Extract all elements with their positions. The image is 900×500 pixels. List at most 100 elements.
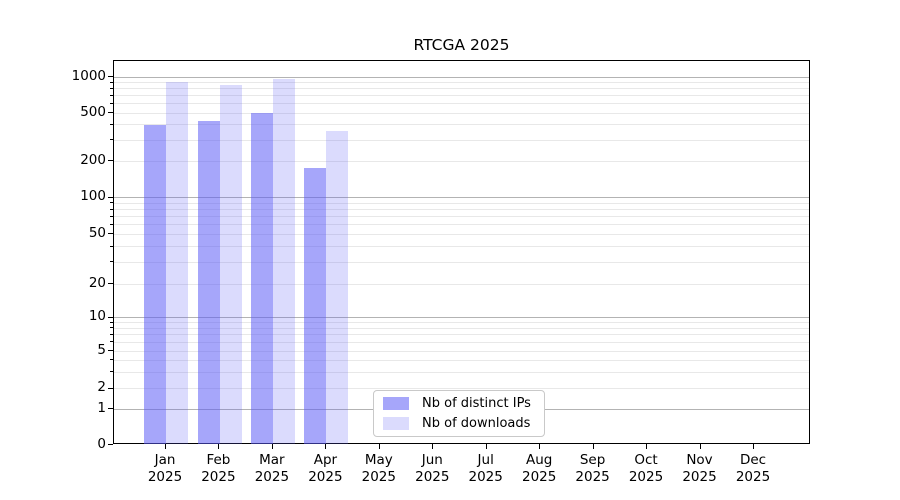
y-axis-tick-0 (108, 444, 113, 445)
x-axis-tick-feb (218, 444, 220, 449)
gridline-minor-200 (114, 160, 809, 162)
bar-downloads-apr (326, 131, 349, 444)
y-axis-tick-100 (108, 196, 113, 198)
legend: Nb of distinct IPs Nb of downloads (373, 390, 545, 437)
y-axis-minor-tick-800 (110, 87, 113, 89)
y-axis-tick-label-20: 20 (88, 274, 106, 291)
x-axis-tick-mar (271, 444, 273, 449)
y-axis-tick-1 (108, 408, 113, 410)
legend-swatch-downloads (383, 417, 409, 430)
chart-title: RTCGA 2025 (413, 36, 510, 54)
y-axis-minor-tick-30 (110, 261, 113, 263)
y-axis-tick-1000 (108, 76, 113, 77)
x-axis-tick-jul (485, 444, 487, 449)
legend-item-distinct-ips: Nb of distinct IPs (383, 396, 544, 411)
y-axis-tick-200 (108, 160, 113, 162)
gridline-minor-2 (114, 388, 809, 390)
x-axis-tick-apr (325, 444, 327, 449)
y-axis-minor-tick-400 (110, 123, 113, 125)
x-axis-tick-label-mar: Mar 2025 (254, 452, 290, 485)
gridline-minor-8 (114, 327, 809, 329)
x-axis-tick-label-oct: Oct 2025 (628, 452, 664, 485)
gridline-minor-9 (114, 322, 809, 324)
x-axis-tick-sep (592, 444, 594, 449)
y-axis-minor-tick-8 (110, 327, 113, 329)
x-axis-tick-label-aug: Aug 2025 (522, 452, 557, 485)
legend-item-downloads: Nb of downloads (383, 416, 544, 431)
y-axis-tick-label-50: 50 (88, 224, 106, 241)
y-axis-tick-20 (108, 283, 113, 285)
y-axis-tick-label-2: 2 (97, 379, 106, 396)
y-axis-minor-tick-40 (110, 245, 113, 247)
x-axis-tick-label-nov: Nov 2025 (682, 452, 717, 485)
y-axis-minor-tick-3 (110, 371, 113, 372)
x-axis-tick-nov (699, 444, 701, 449)
gridline-minor-90 (114, 202, 809, 204)
gridline-minor-900 (114, 82, 809, 83)
gridline-minor-700 (114, 95, 809, 96)
gridline-minor-6 (114, 341, 809, 343)
gridline-minor-20 (114, 283, 809, 285)
y-axis-tick-10 (108, 316, 113, 318)
gridline-minor-800 (114, 88, 809, 90)
x-axis-tick-label-dec: Dec 2025 (735, 452, 771, 485)
gridline-minor-70 (114, 216, 809, 217)
x-axis-tick-jan (165, 444, 166, 449)
y-axis-tick-label-100: 100 (80, 188, 106, 205)
x-axis-tick-jun (432, 444, 434, 449)
y-axis-tick-label-1: 1 (97, 399, 106, 416)
bar-distinct-ips-apr (304, 168, 327, 444)
x-axis-tick-aug (539, 444, 541, 449)
gridline-minor-5 (114, 350, 809, 352)
gridline-minor-40 (114, 246, 809, 247)
x-axis-tick-label-apr: Apr 2025 (308, 452, 343, 485)
legend-label-downloads: Nb of downloads (422, 416, 531, 431)
bar-distinct-ips-mar (250, 112, 273, 444)
gridline-minor-60 (114, 224, 809, 226)
gridline-major-1000 (114, 76, 809, 78)
x-axis-tick-dec (753, 444, 754, 449)
gridline-minor-3 (114, 371, 809, 373)
y-axis-minor-tick-300 (110, 139, 113, 140)
legend-label-distinct-ips: Nb of distinct IPs (422, 396, 531, 411)
y-axis-minor-tick-60 (110, 223, 113, 225)
y-axis-minor-tick-600 (110, 102, 113, 104)
x-axis-tick-label-feb: Feb 2025 (201, 452, 236, 485)
gridline-minor-30 (114, 261, 809, 263)
gridline-minor-50 (114, 233, 809, 235)
bar-downloads-mar (272, 78, 295, 444)
bar-downloads-feb (219, 85, 242, 444)
gridline-minor-500 (114, 112, 809, 114)
y-axis-tick-label-500: 500 (80, 103, 106, 120)
gridline-minor-7 (114, 334, 809, 336)
bar-downloads-jan (166, 81, 188, 444)
y-axis-minor-tick-9 (110, 321, 113, 323)
y-axis-tick-label-5: 5 (97, 341, 106, 358)
gridline-major-100 (114, 197, 809, 199)
bar-distinct-ips-feb (197, 121, 220, 444)
plot-area (113, 60, 810, 444)
gridline-minor-80 (114, 209, 809, 210)
y-axis-minor-tick-700 (110, 94, 113, 96)
x-axis-tick-label-may: May 2025 (361, 452, 396, 485)
gridline-minor-600 (114, 103, 809, 104)
gridline-major-10 (114, 317, 809, 319)
y-axis-tick-500 (108, 112, 113, 113)
gridline-minor-4 (114, 359, 809, 361)
y-axis-minor-tick-900 (110, 81, 113, 83)
gridline-minor-300 (114, 139, 809, 141)
y-axis-minor-tick-6 (110, 341, 113, 343)
x-axis-tick-label-jan: Jan 2025 (147, 452, 183, 485)
gridline-minor-400 (114, 124, 809, 126)
x-axis-tick-label-sep: Sep 2025 (575, 452, 610, 485)
y-axis-tick-2 (108, 387, 113, 389)
y-axis-tick-label-200: 200 (80, 151, 106, 168)
y-axis-tick-5 (108, 350, 113, 351)
y-axis-minor-tick-4 (110, 359, 113, 361)
bar-distinct-ips-jan (144, 124, 166, 444)
x-axis-tick-may (378, 444, 380, 449)
y-axis-tick-50 (108, 233, 113, 235)
y-axis-minor-tick-70 (110, 215, 113, 217)
y-axis-minor-tick-7 (110, 333, 113, 335)
